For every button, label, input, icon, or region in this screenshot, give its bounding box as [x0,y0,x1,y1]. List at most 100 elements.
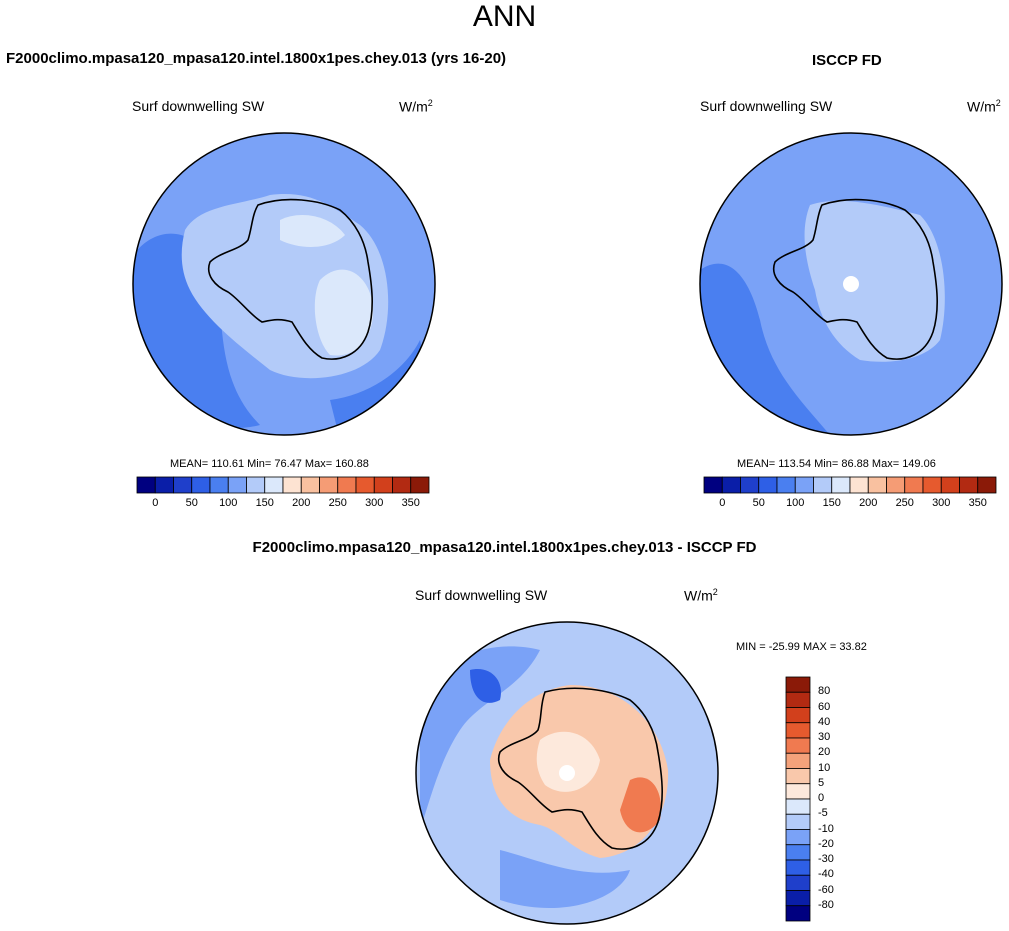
obs-map [700,133,1002,435]
diff-pole-hole [559,765,575,781]
obs-colorbar-cell [813,476,833,494]
diff-colorbar-tick-label: 40 [818,715,831,728]
diff-colorbar-cell [785,768,811,785]
diff-colorbar-tick-label: 80 [818,685,831,698]
obs-colorbar-cell [940,476,960,494]
diff-colorbar-tick-label: -30 [818,853,834,865]
diff-field-negative [500,850,630,909]
obs-stats-label: MEAN= 113.54 Min= 86.88 Max= 149.06 [737,458,936,470]
diff-colorbar-tick-label: 20 [818,746,831,759]
model-colorbar-cell [154,476,174,494]
obs-colorbar [703,476,997,494]
model-colorbar-cell [191,476,211,494]
diff-colorbar-cell [785,722,811,739]
obs-colorbar-cell [794,476,814,494]
model-colorbar-cell [246,476,266,494]
model-colorbar-cell [209,476,229,494]
diff-colorbar-tick-label: -60 [818,883,834,896]
diff-colorbar-tick-label: 30 [818,731,831,743]
diff-colorbar-tick-label: -40 [818,868,834,881]
model-colorbar-cell [300,476,320,494]
diff-colorbar-cell [785,829,811,846]
obs-colorbar-cell [758,476,778,494]
obs-colorbar-tick-label: 200 [859,497,878,509]
diff-colorbar-cell [785,707,811,724]
model-colorbar-cell [136,476,156,494]
obs-variable-label: Surf downwelling SW [700,98,833,114]
obs-colorbar-tick-label: 0 [719,497,726,509]
model-colorbar-tick-label: 300 [365,497,384,509]
diff-units-label: W/m2 [684,587,718,604]
obs-colorbar-cell [977,476,997,494]
obs-colorbar-cell [886,476,906,494]
model-colorbar-tick-label: 250 [328,497,347,509]
model-colorbar-cell [282,476,302,494]
model-colorbar-cell [373,476,393,494]
obs-colorbar-cell [831,476,851,494]
model-colorbar-cell [337,476,357,494]
diff-colorbar-cell [785,874,811,891]
diff-colorbar-cell [785,890,811,907]
obs-colorbar-cell [904,476,924,494]
diff-colorbar-tick-label: -5 [818,807,828,820]
diff-colorbar-cell [785,859,811,876]
diff-colorbar-tick-label: -10 [818,822,834,835]
obs-pole-hole [843,276,859,292]
diff-colorbar-tick-label: 0 [818,792,825,804]
obs-colorbar-cell [922,476,942,494]
obs-colorbar-tick-label: 300 [932,497,951,509]
obs-colorbar-tick-label: 350 [968,497,987,509]
diff-variable-label: Surf downwelling SW [415,587,548,603]
model-stats-label: MEAN= 110.61 Min= 76.47 Max= 160.88 [170,458,369,470]
diff-panel-title: F2000climo.mpasa120_mpasa120.intel.1800x… [252,539,757,556]
model-colorbar-cell [173,476,193,494]
diff-colorbar-cell [785,752,811,769]
diff-colorbar-cell [785,783,811,800]
obs-units-label: W/m2 [967,98,1001,115]
diff-field-weak-positive [536,731,600,792]
obs-colorbar-cell [721,476,741,494]
diff-colorbar [785,676,811,922]
model-colorbar-cell [410,476,430,494]
diff-colorbar-tick-label: -80 [818,898,834,911]
model-colorbar-tick-label: 50 [185,497,198,509]
diff-colorbar-cell [785,676,811,693]
model-map [133,133,435,435]
diff-colorbar-tick-label: 5 [818,776,825,789]
model-colorbar-cell [355,476,375,494]
model-colorbar-cell [319,476,339,494]
diff-antarctica-coastline [498,687,663,850]
diff-field-strong-negative [470,669,501,703]
obs-colorbar-cell [776,476,796,494]
model-colorbar [136,476,430,494]
diff-field-negative [420,646,540,830]
obs-colorbar-tick-label: 50 [752,497,765,509]
model-antarctica-coastline [208,198,373,360]
model-panel-title: F2000climo.mpasa120_mpasa120.intel.1800x… [6,50,507,67]
model-field-light [314,269,374,356]
main-title: ANN [472,0,537,33]
obs-colorbar-cell [867,476,887,494]
diff-colorbar-tick-label: 10 [818,761,831,774]
model-colorbar-tick-label: 150 [255,497,274,509]
obs-antarctica-coastline [773,198,938,360]
model-colorbar-tick-label: 100 [219,497,238,509]
model-colorbar-cell [227,476,247,494]
model-colorbar-cell [264,476,284,494]
obs-colorbar-tick-label: 250 [895,497,914,509]
diff-field-strong-positive [620,777,661,833]
obs-colorbar-tick-label: 150 [822,497,841,509]
diff-stats-label: MIN = -25.99 MAX = 33.82 [736,641,867,653]
model-map-border [132,132,436,436]
diff-colorbar-cell [785,813,811,830]
obs-colorbar-cell [740,476,760,494]
diff-colorbar-cell [785,798,811,815]
model-field-dark-sector [330,340,422,435]
obs-map-border [699,132,1003,436]
model-units-label: W/m2 [399,98,433,115]
diff-colorbar-cell [785,905,811,922]
obs-panel-title: ISCCP FD [812,52,882,69]
diff-colorbar-tick-label: -20 [818,837,834,850]
diff-colorbar-tick-label: 60 [818,700,831,713]
